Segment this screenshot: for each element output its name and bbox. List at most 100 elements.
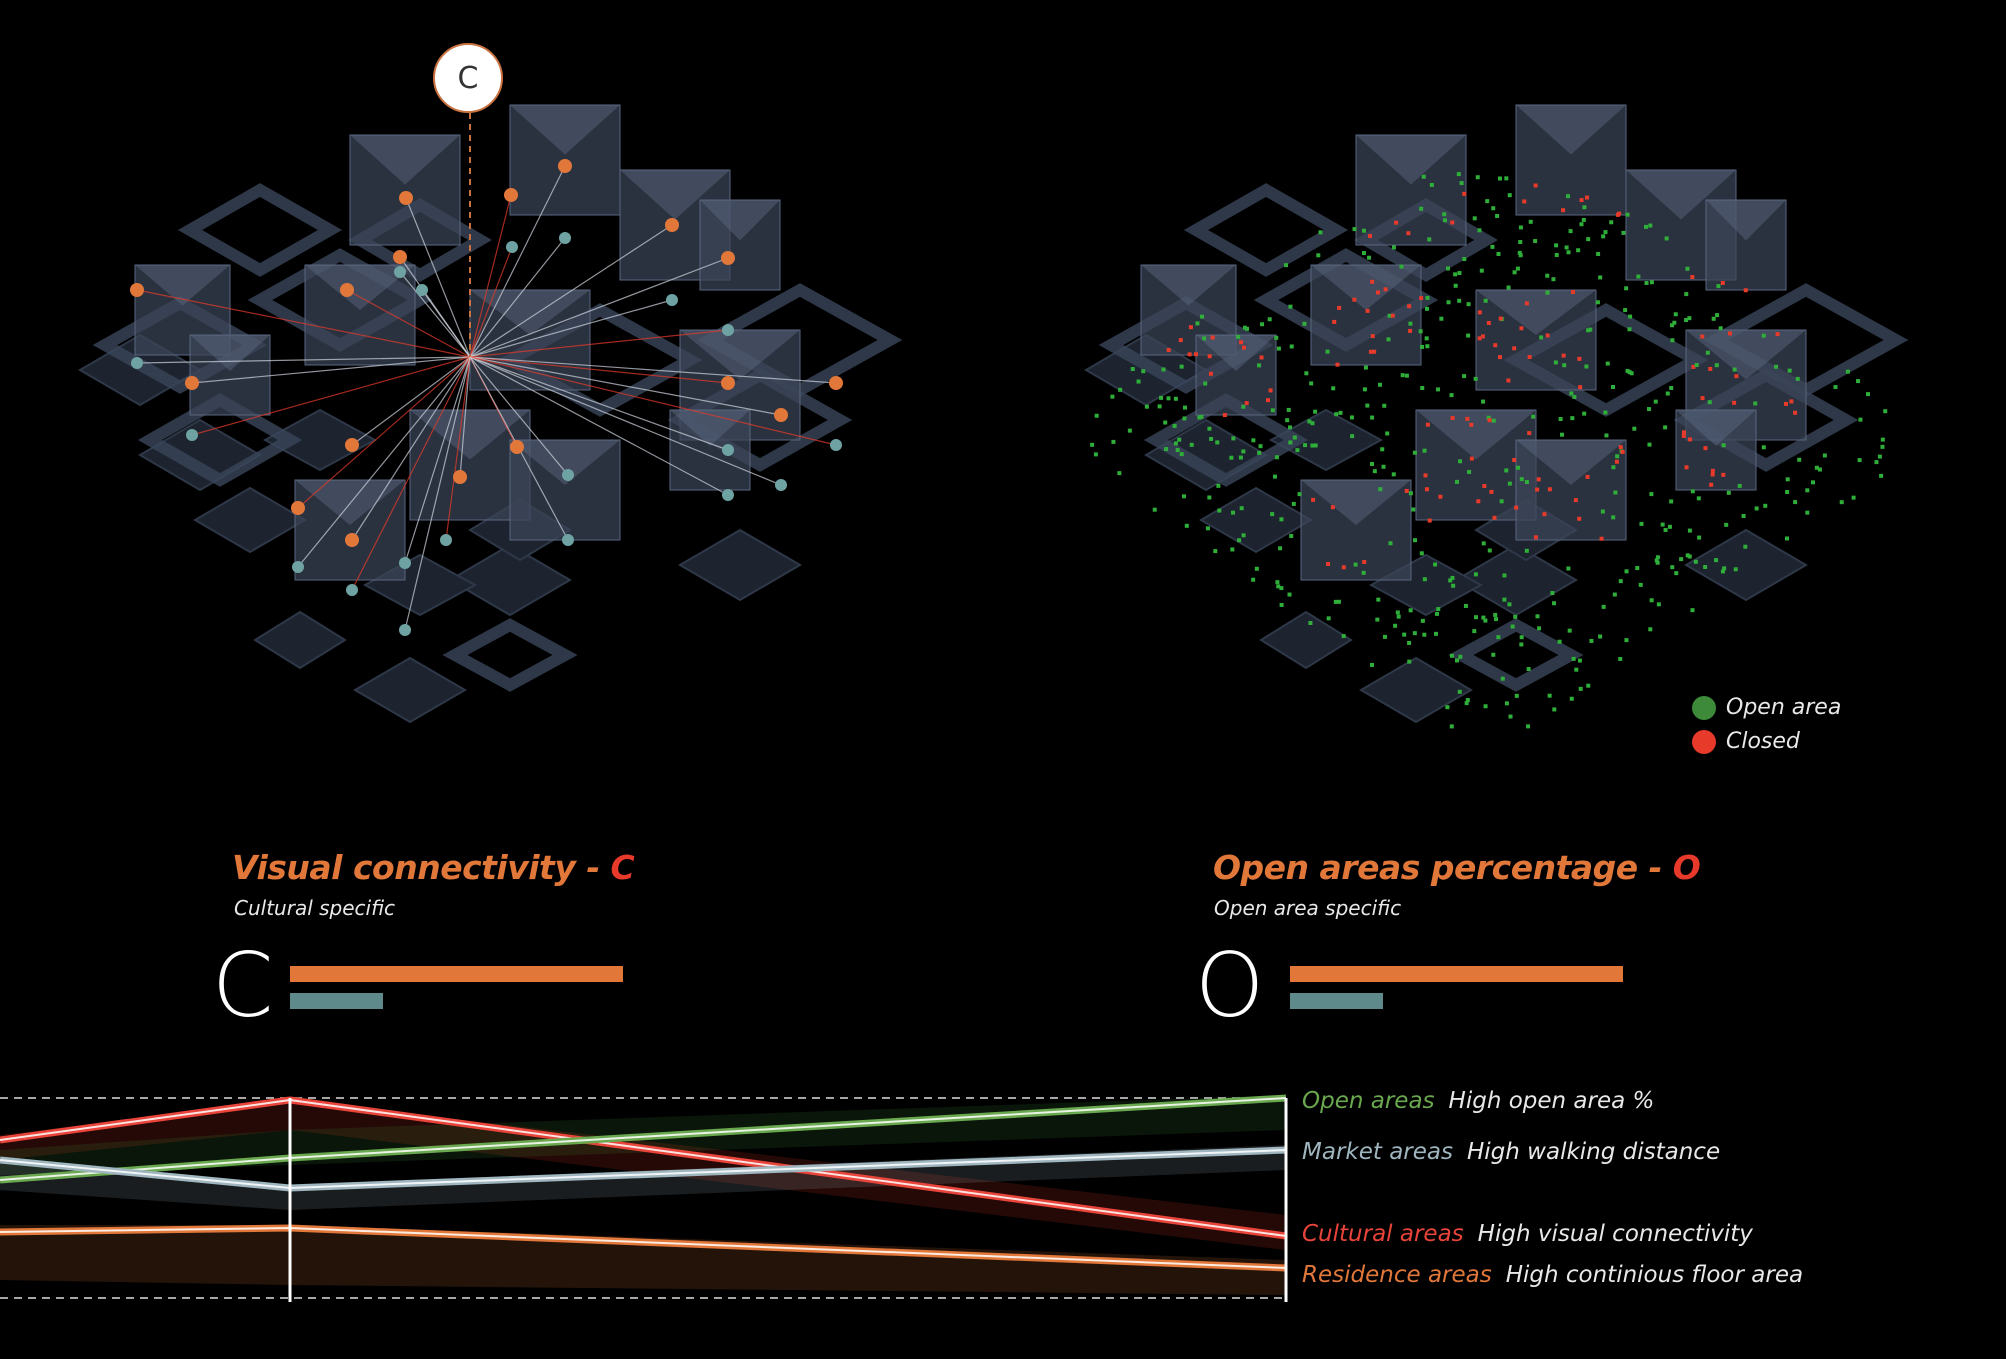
closed-point bbox=[1681, 430, 1686, 435]
closed-point bbox=[1486, 321, 1491, 326]
open-point bbox=[1586, 328, 1591, 333]
open-point bbox=[1833, 385, 1838, 390]
closed-point bbox=[1618, 445, 1623, 450]
open-point bbox=[1172, 423, 1177, 428]
block-facet bbox=[700, 200, 780, 241]
cultural-point bbox=[130, 283, 144, 297]
open-point bbox=[1737, 483, 1742, 488]
sight-line bbox=[469, 356, 569, 476]
open-point bbox=[1716, 284, 1721, 289]
open-point bbox=[1130, 367, 1135, 372]
connectivity-teal-bar bbox=[290, 993, 384, 1009]
open-point bbox=[1519, 635, 1524, 640]
open-point bbox=[1851, 495, 1856, 500]
open-point bbox=[1497, 176, 1502, 181]
block-facet bbox=[1301, 480, 1411, 525]
closed-point bbox=[1681, 433, 1686, 438]
closed-point bbox=[1372, 349, 1377, 354]
open-point bbox=[1163, 420, 1168, 425]
closed-point bbox=[1727, 331, 1732, 336]
legend-open-label: Open area bbox=[1726, 695, 1842, 720]
open-point bbox=[1369, 462, 1374, 467]
open-point bbox=[1182, 405, 1187, 410]
open-point bbox=[1785, 477, 1790, 482]
open-point bbox=[1568, 229, 1573, 234]
open-point bbox=[1721, 443, 1726, 448]
open-point bbox=[1422, 632, 1427, 637]
block-facet bbox=[1626, 170, 1736, 220]
open-point bbox=[1502, 597, 1507, 602]
closed-point bbox=[1390, 313, 1395, 318]
legend-open-dot bbox=[1692, 695, 1716, 720]
open-point bbox=[1649, 280, 1654, 285]
visual-connectivity-title: Visual connectivity - C bbox=[232, 848, 635, 887]
sight-line bbox=[459, 356, 471, 478]
market-point bbox=[399, 557, 411, 569]
open-point bbox=[1720, 569, 1725, 574]
closed-point bbox=[1370, 334, 1375, 339]
open-point bbox=[1491, 418, 1496, 423]
sight-line bbox=[136, 289, 471, 358]
cultural-point bbox=[774, 408, 788, 422]
legend-closed-label: Closed bbox=[1726, 729, 1800, 754]
sight-line bbox=[469, 356, 782, 486]
closed-point bbox=[1178, 338, 1183, 343]
open-point bbox=[1326, 616, 1331, 621]
open-point bbox=[1274, 335, 1279, 340]
sight-line bbox=[469, 194, 512, 358]
market-point bbox=[562, 469, 574, 481]
open-areas-big-letter: O bbox=[1195, 934, 1265, 1037]
open-point bbox=[1598, 275, 1603, 280]
open-point bbox=[1609, 220, 1614, 225]
open-point bbox=[1684, 292, 1689, 297]
closed-point bbox=[1208, 371, 1213, 376]
open-point bbox=[1603, 230, 1608, 235]
open-point bbox=[1814, 465, 1819, 470]
open-point bbox=[1388, 541, 1393, 546]
closed-point bbox=[1450, 416, 1455, 421]
closed-point bbox=[1425, 422, 1430, 427]
building-block bbox=[349, 134, 461, 246]
market-point bbox=[559, 232, 571, 244]
open-point bbox=[1445, 705, 1450, 710]
open-point bbox=[1407, 640, 1412, 645]
open-point bbox=[1310, 443, 1315, 448]
open-areas-diagram bbox=[1084, 104, 1909, 729]
open-point bbox=[1673, 312, 1678, 317]
open-point bbox=[1655, 560, 1660, 565]
block-facet bbox=[470, 290, 590, 335]
block-facet bbox=[1416, 410, 1536, 460]
open-point bbox=[1284, 263, 1289, 268]
open-point bbox=[1638, 582, 1643, 587]
open-point bbox=[1420, 344, 1425, 349]
open-point bbox=[1582, 205, 1587, 210]
open-point bbox=[1386, 337, 1391, 342]
open-point bbox=[1182, 416, 1187, 421]
open-point bbox=[1449, 393, 1454, 398]
open-point bbox=[1856, 379, 1861, 384]
open-point bbox=[1276, 346, 1281, 351]
open-point bbox=[1578, 686, 1583, 691]
open-point bbox=[1446, 300, 1451, 305]
open-point bbox=[1711, 316, 1716, 321]
closed-point bbox=[1793, 410, 1798, 415]
open-point bbox=[1506, 285, 1511, 290]
open-point bbox=[1111, 439, 1116, 444]
open-point bbox=[1513, 614, 1518, 619]
open-point bbox=[1483, 618, 1488, 623]
closed-point bbox=[1188, 325, 1193, 330]
open-point bbox=[1474, 615, 1479, 620]
path-frame bbox=[1448, 618, 1584, 692]
closed-point bbox=[1700, 396, 1705, 401]
closed-point bbox=[1519, 326, 1524, 331]
closed-point bbox=[1721, 472, 1726, 477]
closed-point bbox=[1577, 356, 1582, 361]
open-point bbox=[1665, 391, 1670, 396]
open-point bbox=[1690, 489, 1695, 494]
open-point bbox=[1418, 329, 1423, 334]
open-point bbox=[1209, 436, 1214, 441]
open-point bbox=[1275, 580, 1280, 585]
closed-point bbox=[1423, 473, 1428, 478]
building-block bbox=[294, 479, 406, 581]
open-point bbox=[1741, 513, 1746, 518]
